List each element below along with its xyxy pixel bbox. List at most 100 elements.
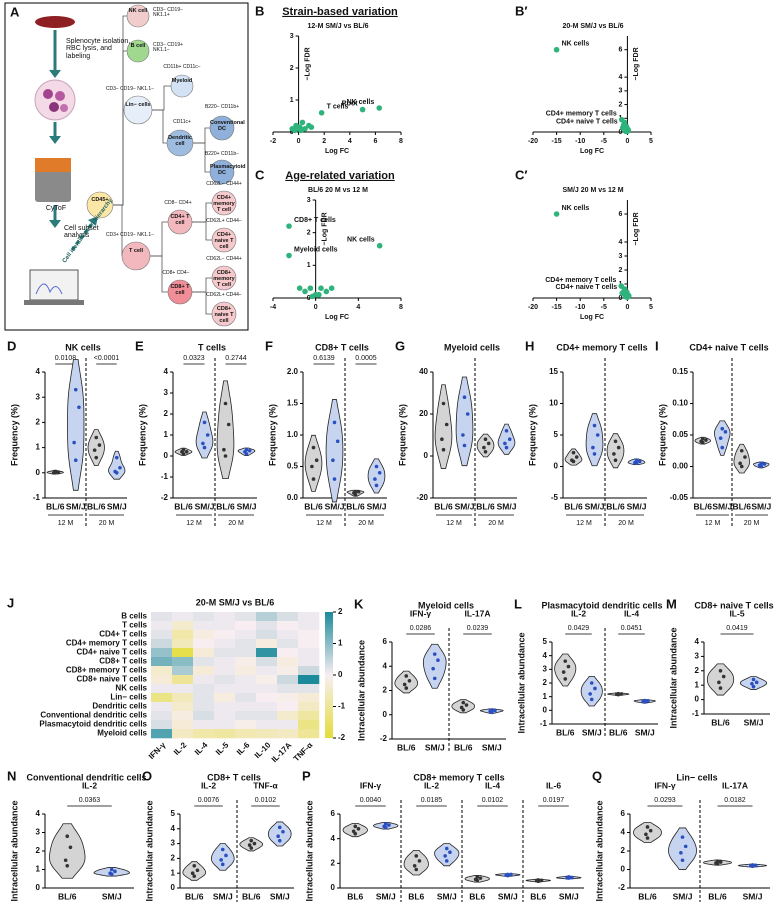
y-tick-label: 0 [543,705,548,714]
point-label: Root [342,100,359,107]
p-value: 0.0363 [79,797,101,804]
x-tick-label: SM/J [744,717,764,727]
column-label: IL-2 [172,740,189,757]
cell-node [211,265,237,291]
p-value: 0.0451 [621,625,643,632]
y-tick-label: 1 [543,692,548,701]
data-point [613,439,618,444]
panel-letter: B [255,3,264,18]
x-tick-label: BL/6 [564,501,583,511]
violin [668,827,697,870]
y-tick-label: 0 [331,883,336,892]
panel-letter: C′ [515,167,528,182]
plot-title: CD8+ T cells [315,342,369,352]
hierarchy-edge [192,291,212,315]
data-point [281,829,285,834]
violin [210,843,235,871]
cell-node [123,95,153,125]
x-tick-label: SM/J [376,891,396,901]
y-tick-label: 4 [618,239,622,246]
data-point [223,401,228,406]
hierarchy-edge [113,204,123,256]
y-tick-label: 6 [618,47,622,54]
data-point [302,126,308,132]
heatmap-cell [193,666,215,676]
data-point [720,445,725,450]
data-point [335,439,340,444]
cell-node [86,191,114,219]
y-tick-label: 3 [543,664,548,673]
y-tick-label: 0.15 [672,367,688,376]
cell-node [121,241,151,271]
violin [216,380,235,479]
heatmap-cell [151,639,173,649]
x-tick-label: SM/J [367,501,387,511]
violin [606,433,625,469]
violin [434,384,453,469]
data-point [462,443,467,448]
y-tick-label: -0.05 [670,493,689,502]
heatmap-cell [298,702,320,712]
y-tick-label: 0.5 [287,462,299,471]
p-value: 0.0239 [467,625,489,632]
data-point [444,846,449,851]
data-point [612,452,616,456]
data-point [762,462,767,466]
data-point [700,436,705,441]
data-point [309,293,316,300]
data-point [483,450,488,454]
node-label: Plasmacytoid DC [210,164,246,176]
node-label: Dendritic cell [168,135,192,147]
point-label: CD4+ memory T cells [545,277,616,284]
y-tick-label: 3 [36,392,41,401]
y-tick-label: 5 [543,637,548,646]
y-axis-label: Frequency (%) [657,404,667,466]
data-point [717,680,721,685]
data-point [318,285,324,292]
hierarchy-edge [152,109,167,144]
data-point [247,843,252,847]
data-point [299,119,306,126]
x-tick-label: BL/6 [397,742,416,752]
panel-letter: B′ [515,3,528,18]
x-tick-label: SM/J [66,501,86,511]
data-point [318,110,325,116]
heatmap-cell [214,711,236,721]
data-point [65,834,70,838]
x-tick-label: SM/J [102,891,122,901]
data-point [739,464,744,469]
column-label: TNF-α [292,740,315,763]
y-tick-label: 4 [383,661,388,670]
data-point [536,878,541,882]
data-point [436,658,440,662]
heatmap-cell [151,675,173,685]
data-point [619,692,624,696]
point-label: NK cells [347,99,375,106]
x-tick-label: 6 [373,138,377,145]
data-point [308,124,315,130]
x-tick-label: 0 [625,304,629,311]
x-tick-label: SM/J [482,742,502,752]
y-tick-label: 0 [695,695,700,704]
heatmap-cell [172,630,194,640]
data-point [592,452,597,456]
data-point [383,822,388,826]
data-point [402,682,407,687]
data-point [72,440,76,445]
violin [304,434,323,492]
y-tick-label: 4 [36,367,41,376]
colorbar-tick-label: 0 [338,670,343,679]
arrow-head [49,220,61,228]
period-label: 20 M [488,520,504,527]
laptop-plot [35,283,63,295]
cell-node [170,74,194,98]
node-markers: CD8− CD4+ [164,200,192,206]
x-tick-label: 0 [625,138,629,145]
data-point [444,422,449,427]
p-value: 0.0102 [482,797,504,804]
hierarchy-edge [193,127,210,144]
y-tick-label: 1 [171,868,176,877]
p-value: 0.0293 [654,797,676,804]
x-tick-label: BL/6 [606,501,625,511]
heatmap-cell [277,639,299,649]
